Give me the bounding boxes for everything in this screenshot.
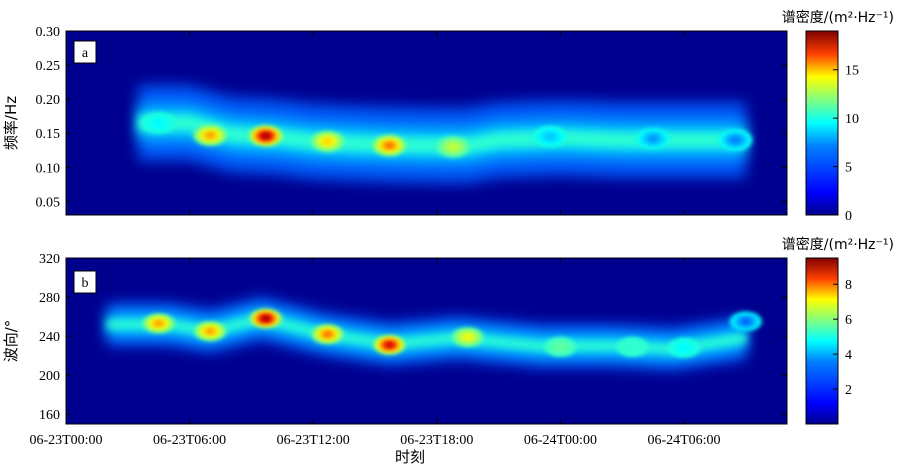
ridge-band-1: [138, 106, 746, 163]
panel-a-frame: [65, 30, 788, 216]
colorbar-tick-label: 6: [845, 313, 852, 328]
y-tick-label: 0.15: [36, 127, 61, 142]
panel-a-y-ticks: 0.05 0.10 0.15 0.20 0.25 0.30: [36, 25, 787, 210]
colorbar-a-ticks: 0 5 10 15: [833, 64, 859, 224]
x-tick-labels: 06-23T00:00 06-23T06:00 06-23T12:00 06-23T1…: [29, 433, 720, 448]
peak-7-level-4: [628, 344, 637, 350]
panel-b-letter-box: [73, 270, 97, 294]
x-tick-label: 06-23T00:00: [29, 433, 102, 448]
peak-8-level-4: [680, 345, 688, 350]
y-tick-label: 280: [39, 291, 60, 306]
y-tick-label: 0.30: [36, 25, 61, 40]
peak-2-level-4: [261, 133, 270, 139]
colorbar-a-gradient: [805, 30, 839, 216]
peak-4-level-4: [385, 143, 394, 148]
panel-b-heatmap: [107, 297, 762, 371]
peak-3-level-4: [323, 332, 332, 337]
peak-0-level-4: [154, 321, 163, 326]
y-tick-label: 0.20: [36, 93, 61, 108]
peak-9-level-4: [742, 319, 750, 324]
panel-b-x-ticks: [65, 258, 685, 424]
x-tick-label: 06-24T06:00: [647, 433, 720, 448]
panel-b: 160 200 240 280 320 b 波向/°: [2, 252, 788, 425]
peak-6-level-4: [546, 134, 555, 140]
peak-7-level-4: [649, 136, 658, 142]
ridge-band-2: [138, 115, 746, 154]
y-tick-label: 160: [39, 408, 60, 423]
colorbar-tick-label: 10: [845, 112, 859, 127]
y-tick-label: 0.10: [36, 161, 61, 176]
colorbar-tick-label: 0: [845, 209, 852, 224]
x-axis-label: 时刻: [395, 448, 425, 466]
x-tick-label: 06-23T18:00: [400, 433, 473, 448]
y-tick-label: 320: [39, 252, 60, 267]
y-tick-label: 200: [39, 369, 60, 384]
y-tick-label: 0.25: [36, 59, 61, 74]
peak-0-level-4: [154, 120, 163, 126]
peak-3-level-4: [323, 139, 332, 144]
colorbar-tick-label: 2: [845, 383, 852, 398]
peak-1-level-4: [206, 132, 215, 138]
panel-b-y-axis-label: 波向/°: [2, 320, 20, 363]
y-tick-label: 240: [39, 330, 60, 345]
colorbar-tick-label: 4: [845, 348, 852, 363]
x-tick-label: 06-24T00:00: [524, 433, 597, 448]
peak-8-level-4: [731, 137, 740, 143]
panel-b-letter: b: [82, 276, 89, 291]
panel-a-letter: a: [82, 46, 89, 61]
colorbar-b: 2 4 6 8 谱密度/(m²·Hz⁻¹): [782, 236, 894, 425]
colorbar-tick-label: 15: [845, 64, 859, 79]
peak-1-level-4: [206, 329, 214, 334]
panel-a-heatmap: [138, 85, 753, 183]
peak-4-level-4: [385, 342, 394, 348]
panel-a-letter-box: [73, 40, 97, 64]
panel-b-frame: [65, 257, 788, 425]
peak-6-level-4: [556, 344, 565, 350]
colorbar-tick-label: 5: [845, 161, 852, 176]
colorbar-a: 0 5 10 15 谱密度/(m²·Hz⁻¹): [782, 9, 894, 224]
y-tick-label: 0.05: [36, 195, 61, 210]
x-tick-label: 06-23T06:00: [153, 433, 226, 448]
colorbar-b-ticks: 2 4 6 8: [833, 278, 852, 398]
colorbar-tick-label: 8: [845, 278, 852, 293]
panel-a-x-ticks: [65, 31, 685, 215]
colorbar-b-title: 谱密度/(m²·Hz⁻¹): [782, 236, 894, 253]
peak-5-level-4: [463, 334, 472, 340]
x-tick-label: 06-23T12:00: [277, 433, 350, 448]
colorbar-a-title: 谱密度/(m²·Hz⁻¹): [782, 9, 894, 26]
panel-b-y-ticks: 160 200 240 280 320: [39, 252, 787, 423]
panel-a: 0.05 0.10 0.15 0.20 0.25 0.30 a 频率/Hz: [2, 25, 788, 216]
panel-a-y-axis-label: 频率/Hz: [2, 96, 20, 150]
colorbar-b-gradient: [805, 257, 839, 425]
peak-2-level-4: [262, 316, 270, 321]
peak-5-level-4: [449, 144, 458, 150]
